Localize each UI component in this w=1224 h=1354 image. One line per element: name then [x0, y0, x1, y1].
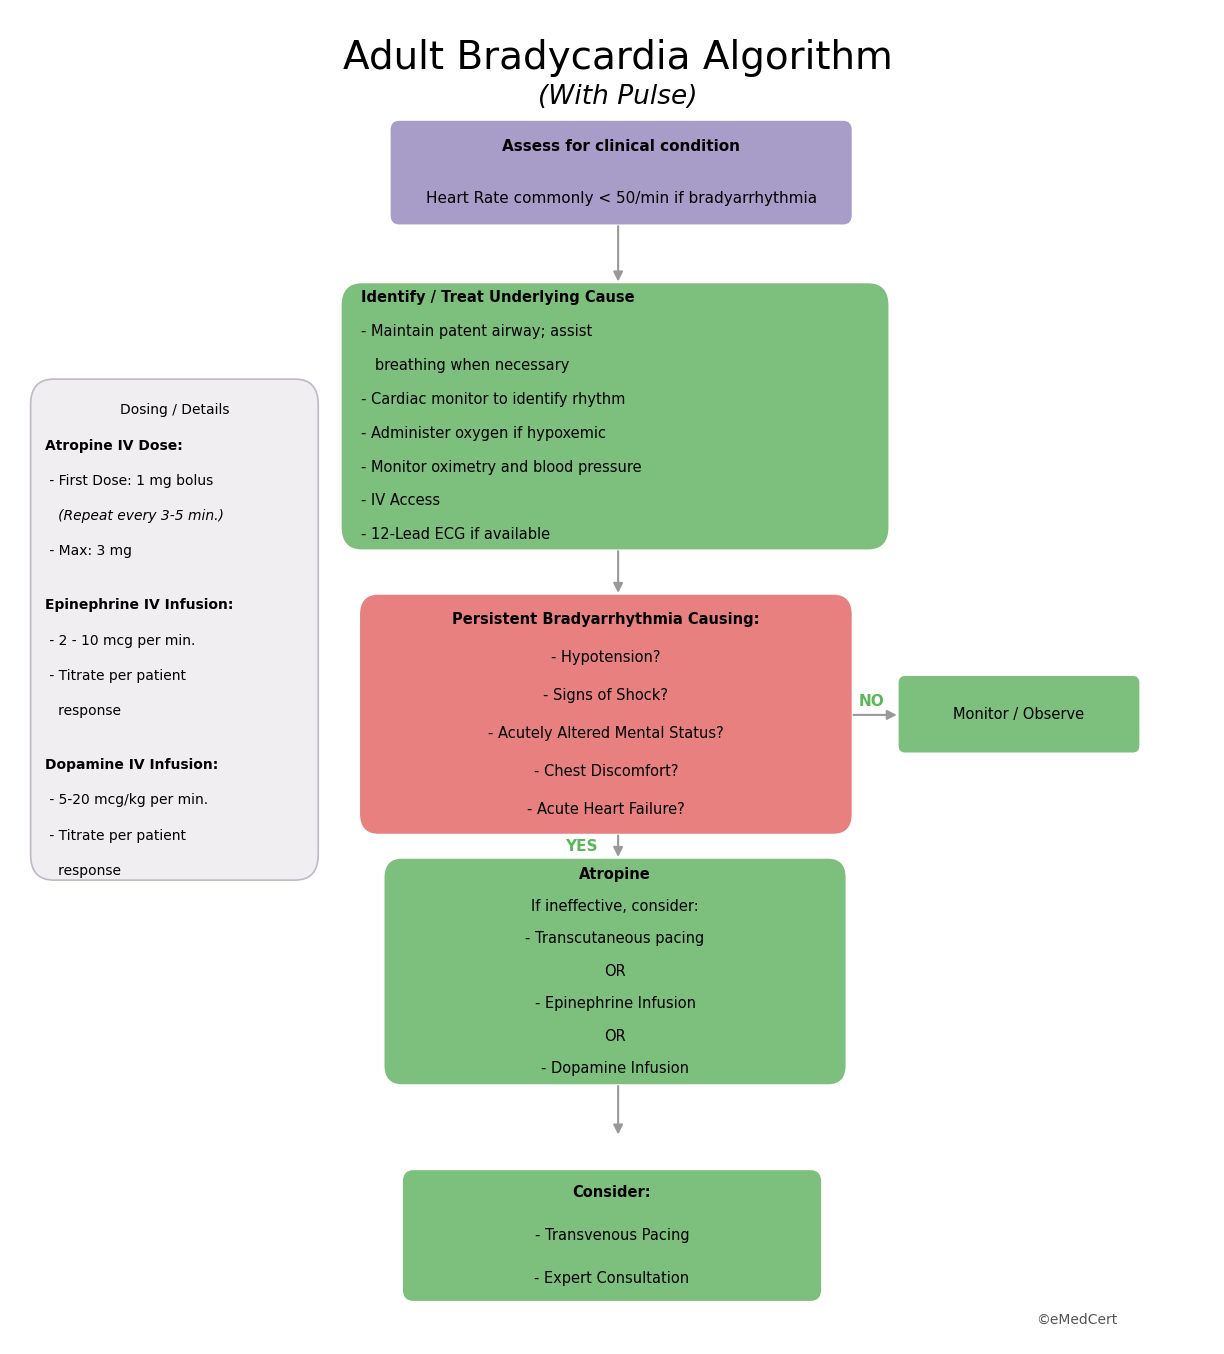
- Text: response: response: [45, 864, 121, 877]
- FancyBboxPatch shape: [900, 677, 1138, 751]
- Text: OR: OR: [605, 964, 625, 979]
- Text: - Maintain patent airway; assist: - Maintain patent airway; assist: [361, 324, 592, 340]
- FancyBboxPatch shape: [404, 1171, 820, 1300]
- Text: response: response: [45, 704, 121, 718]
- Text: Monitor / Observe: Monitor / Observe: [953, 707, 1084, 722]
- Text: - 5-20 mcg/kg per min.: - 5-20 mcg/kg per min.: [45, 793, 208, 807]
- Text: Dosing / Details: Dosing / Details: [120, 403, 229, 417]
- Text: - Hypotension?: - Hypotension?: [551, 650, 661, 665]
- Text: Heart Rate commonly < 50/min if bradyarrhythmia: Heart Rate commonly < 50/min if bradyarr…: [426, 191, 816, 206]
- Text: Atropine IV Dose:: Atropine IV Dose:: [45, 439, 184, 452]
- FancyBboxPatch shape: [392, 122, 851, 223]
- Text: - IV Access: - IV Access: [361, 493, 441, 509]
- Text: Dopamine IV Infusion:: Dopamine IV Infusion:: [45, 758, 219, 772]
- Text: Atropine: Atropine: [579, 867, 651, 881]
- Text: Persistent Bradyarrhythmia Causing:: Persistent Bradyarrhythmia Causing:: [452, 612, 760, 627]
- Text: Assess for clinical condition: Assess for clinical condition: [502, 139, 741, 154]
- Text: - Monitor oximetry and blood pressure: - Monitor oximetry and blood pressure: [361, 459, 641, 475]
- Text: - Max: 3 mg: - Max: 3 mg: [45, 544, 132, 558]
- Text: OR: OR: [605, 1029, 625, 1044]
- Text: Consider:: Consider:: [573, 1185, 651, 1200]
- Text: - 2 - 10 mcg per min.: - 2 - 10 mcg per min.: [45, 634, 196, 647]
- Text: Identify / Treat Underlying Cause: Identify / Treat Underlying Cause: [361, 290, 635, 306]
- Text: - Transvenous Pacing: - Transvenous Pacing: [535, 1228, 689, 1243]
- Text: - Acute Heart Failure?: - Acute Heart Failure?: [528, 802, 684, 816]
- Text: Epinephrine IV Infusion:: Epinephrine IV Infusion:: [45, 598, 234, 612]
- Text: (With Pulse): (With Pulse): [539, 84, 698, 111]
- Text: - Signs of Shock?: - Signs of Shock?: [543, 688, 668, 703]
- Text: - Transcutaneous pacing: - Transcutaneous pacing: [525, 932, 705, 946]
- Text: - Titrate per patient: - Titrate per patient: [45, 829, 186, 842]
- Text: - Chest Discomfort?: - Chest Discomfort?: [534, 764, 678, 779]
- Text: - 12-Lead ECG if available: - 12-Lead ECG if available: [361, 527, 551, 543]
- Text: - Dopamine Infusion: - Dopamine Infusion: [541, 1062, 689, 1076]
- Text: - Acutely Altered Mental Status?: - Acutely Altered Mental Status?: [488, 726, 723, 741]
- Text: ©eMedCert: ©eMedCert: [1037, 1313, 1118, 1327]
- FancyBboxPatch shape: [31, 379, 318, 880]
- Text: (Repeat every 3-5 min.): (Repeat every 3-5 min.): [45, 509, 224, 523]
- Text: NO: NO: [858, 693, 885, 709]
- Text: - Expert Consultation: - Expert Consultation: [535, 1271, 689, 1286]
- FancyBboxPatch shape: [361, 596, 851, 833]
- Text: - Administer oxygen if hypoxemic: - Administer oxygen if hypoxemic: [361, 425, 606, 441]
- Text: - First Dose: 1 mg bolus: - First Dose: 1 mg bolus: [45, 474, 213, 487]
- Text: - Titrate per patient: - Titrate per patient: [45, 669, 186, 682]
- Text: If ineffective, consider:: If ineffective, consider:: [531, 899, 699, 914]
- Text: YES: YES: [565, 838, 597, 854]
- FancyBboxPatch shape: [343, 284, 887, 548]
- Text: - Cardiac monitor to identify rhythm: - Cardiac monitor to identify rhythm: [361, 391, 625, 408]
- FancyBboxPatch shape: [386, 860, 845, 1083]
- Text: Adult Bradycardia Algorithm: Adult Bradycardia Algorithm: [343, 39, 894, 77]
- Text: - Epinephrine Infusion: - Epinephrine Infusion: [535, 997, 695, 1011]
- Text: breathing when necessary: breathing when necessary: [361, 357, 569, 374]
